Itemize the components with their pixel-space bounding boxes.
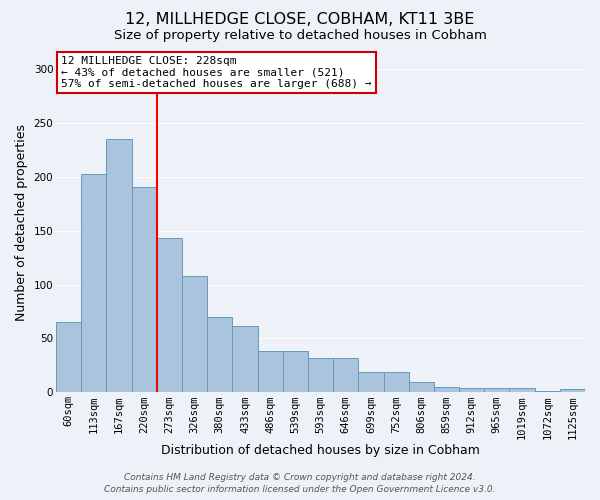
Text: Size of property relative to detached houses in Cobham: Size of property relative to detached ho… <box>113 29 487 42</box>
Bar <box>106 139 131 392</box>
Bar <box>56 322 81 392</box>
Bar <box>333 358 358 392</box>
Bar <box>509 388 535 392</box>
Bar <box>358 372 383 392</box>
Bar <box>207 317 232 392</box>
Bar <box>232 326 257 392</box>
Bar <box>182 276 207 392</box>
Text: 12, MILLHEDGE CLOSE, COBHAM, KT11 3BE: 12, MILLHEDGE CLOSE, COBHAM, KT11 3BE <box>125 12 475 28</box>
Bar <box>560 389 585 392</box>
Bar <box>283 352 308 393</box>
Bar <box>308 358 333 392</box>
Bar <box>157 238 182 392</box>
Text: Contains HM Land Registry data © Crown copyright and database right 2024.
Contai: Contains HM Land Registry data © Crown c… <box>104 473 496 494</box>
Bar <box>459 388 484 392</box>
Bar <box>409 382 434 392</box>
Bar <box>81 174 106 392</box>
Bar <box>383 372 409 392</box>
Y-axis label: Number of detached properties: Number of detached properties <box>15 124 28 321</box>
Bar <box>434 387 459 392</box>
Text: 12 MILLHEDGE CLOSE: 228sqm
← 43% of detached houses are smaller (521)
57% of sem: 12 MILLHEDGE CLOSE: 228sqm ← 43% of deta… <box>61 56 372 89</box>
Bar <box>484 388 509 392</box>
Bar <box>131 188 157 392</box>
Bar <box>257 352 283 393</box>
X-axis label: Distribution of detached houses by size in Cobham: Distribution of detached houses by size … <box>161 444 480 458</box>
